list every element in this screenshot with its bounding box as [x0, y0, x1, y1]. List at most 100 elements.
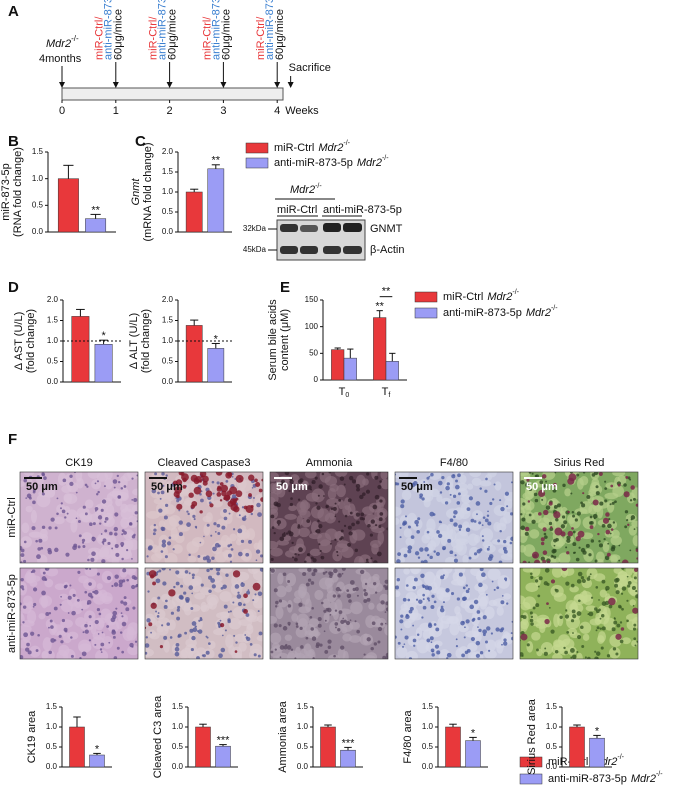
nucleus — [528, 472, 532, 474]
nucleus — [551, 549, 556, 554]
cell — [92, 592, 106, 605]
bar — [94, 344, 113, 383]
cell — [30, 509, 37, 524]
cell — [362, 506, 375, 515]
nucleus — [97, 633, 100, 635]
nucleus — [101, 631, 104, 634]
nucleus — [580, 576, 585, 580]
nucleus — [416, 633, 420, 637]
legend-genotype: Mdr2 — [487, 291, 512, 303]
cell — [582, 633, 590, 641]
cell — [96, 583, 103, 590]
nucleus — [594, 650, 597, 653]
nucleus — [611, 501, 615, 505]
nucleus — [365, 558, 369, 562]
nucleus — [194, 525, 198, 529]
nucleus — [559, 615, 563, 619]
nucleus — [478, 628, 482, 633]
nucleus — [449, 550, 454, 555]
nucleus — [23, 540, 27, 544]
nucleus — [487, 510, 489, 513]
nucleus — [310, 627, 314, 631]
nucleus — [604, 487, 608, 490]
cell — [219, 611, 230, 618]
nucleus — [115, 607, 118, 610]
nucleus — [584, 656, 587, 659]
nucleus — [416, 530, 420, 534]
nucleus — [48, 626, 50, 629]
y-axis-label: Δ AST (U/L) — [13, 312, 25, 371]
nucleus — [216, 481, 220, 485]
legend-entry: anti-miR-873-5p Mdr2-/- — [274, 155, 389, 169]
nucleus — [598, 599, 600, 601]
nucleus — [456, 597, 461, 601]
nucleus — [245, 613, 250, 617]
nucleus — [236, 594, 242, 599]
stain — [542, 550, 548, 555]
cell — [341, 626, 348, 634]
nucleus — [114, 532, 118, 536]
scale-label: 50 μm — [26, 481, 58, 493]
nucleus — [369, 533, 373, 537]
nucleus — [293, 484, 298, 490]
nucleus — [564, 614, 570, 619]
cell — [376, 602, 386, 612]
stain — [550, 579, 556, 584]
nucleus — [450, 591, 455, 596]
nucleus — [253, 653, 257, 657]
image-frame — [394, 567, 514, 660]
nucleus — [315, 530, 318, 533]
nucleus — [146, 618, 151, 623]
nucleus — [307, 578, 312, 582]
nucleus — [255, 559, 258, 562]
nucleus — [311, 636, 317, 641]
nucleus — [163, 515, 168, 520]
nucleus — [497, 539, 501, 543]
cell — [380, 479, 388, 490]
row-label: anti-miR-873-5p — [6, 574, 18, 653]
nucleus — [543, 581, 548, 586]
nucleus — [106, 625, 110, 628]
stain — [546, 602, 549, 605]
nucleus — [572, 654, 577, 659]
nucleus — [550, 554, 554, 558]
nucleus — [238, 514, 241, 517]
nucleus — [400, 628, 403, 631]
significance: * — [595, 725, 600, 737]
nucleus — [92, 590, 95, 594]
nucleus — [363, 599, 368, 603]
bar — [569, 726, 585, 768]
nucleus — [287, 580, 291, 583]
legend-label: anti-miR-873-5p — [274, 157, 353, 169]
nucleus — [305, 582, 310, 587]
cell — [576, 652, 583, 659]
nucleus — [178, 520, 183, 525]
nucleus — [284, 472, 290, 476]
nucleus — [183, 591, 187, 595]
cell — [117, 612, 124, 622]
cell — [322, 598, 331, 609]
cell — [200, 601, 207, 613]
nucleus — [289, 502, 294, 507]
nucleus — [44, 568, 50, 571]
nucleus — [184, 631, 188, 635]
nucleus — [479, 568, 484, 572]
y-tick-label: 0 — [314, 375, 319, 384]
nucleus — [541, 498, 544, 501]
nucleus — [165, 503, 169, 507]
bar — [57, 178, 79, 233]
nucleus — [382, 655, 387, 659]
cell — [324, 475, 338, 487]
nucleus — [113, 486, 116, 489]
stain — [190, 504, 196, 509]
nucleus — [442, 601, 445, 604]
nucleus — [566, 535, 571, 540]
cell — [87, 472, 101, 479]
nucleus — [311, 572, 316, 577]
nucleus — [510, 632, 513, 635]
y-tick-label: 0.0 — [297, 762, 309, 771]
injection-label: 60μg/mice — [113, 9, 125, 60]
nucleus — [355, 512, 361, 517]
nucleus — [417, 517, 421, 521]
nucleus — [111, 630, 116, 635]
